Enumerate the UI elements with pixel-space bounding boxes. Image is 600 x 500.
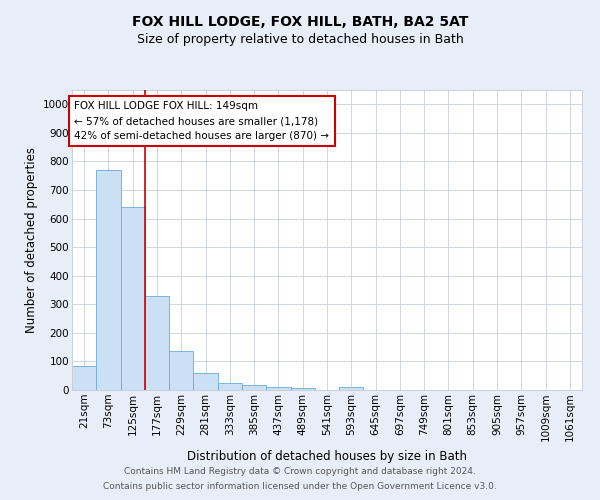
Bar [266,387,290,390]
Bar [193,374,218,390]
Text: Size of property relative to detached houses in Bath: Size of property relative to detached ho… [137,32,463,46]
Text: FOX HILL LODGE FOX HILL: 149sqm
← 57% of detached houses are smaller (1,178)
42%: FOX HILL LODGE FOX HILL: 149sqm ← 57% of… [74,102,329,141]
Bar [218,383,242,390]
Text: Contains public sector information licensed under the Open Government Licence v3: Contains public sector information licen… [103,482,497,491]
Bar [96,170,121,390]
Bar [242,385,266,390]
X-axis label: Distribution of detached houses by size in Bath: Distribution of detached houses by size … [187,450,467,462]
Bar [121,207,145,390]
Bar [290,388,315,390]
Bar [72,366,96,390]
Bar [339,387,364,390]
Text: Contains HM Land Registry data © Crown copyright and database right 2024.: Contains HM Land Registry data © Crown c… [124,467,476,476]
Bar [169,352,193,390]
Bar [145,296,169,390]
Y-axis label: Number of detached properties: Number of detached properties [25,147,38,333]
Text: FOX HILL LODGE, FOX HILL, BATH, BA2 5AT: FOX HILL LODGE, FOX HILL, BATH, BA2 5AT [132,15,468,29]
